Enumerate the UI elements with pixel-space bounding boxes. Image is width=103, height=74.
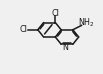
Text: Cl: Cl [51,9,59,18]
Text: Cl: Cl [19,25,27,34]
Text: NH$_2$: NH$_2$ [78,17,94,29]
Text: N: N [62,43,68,52]
